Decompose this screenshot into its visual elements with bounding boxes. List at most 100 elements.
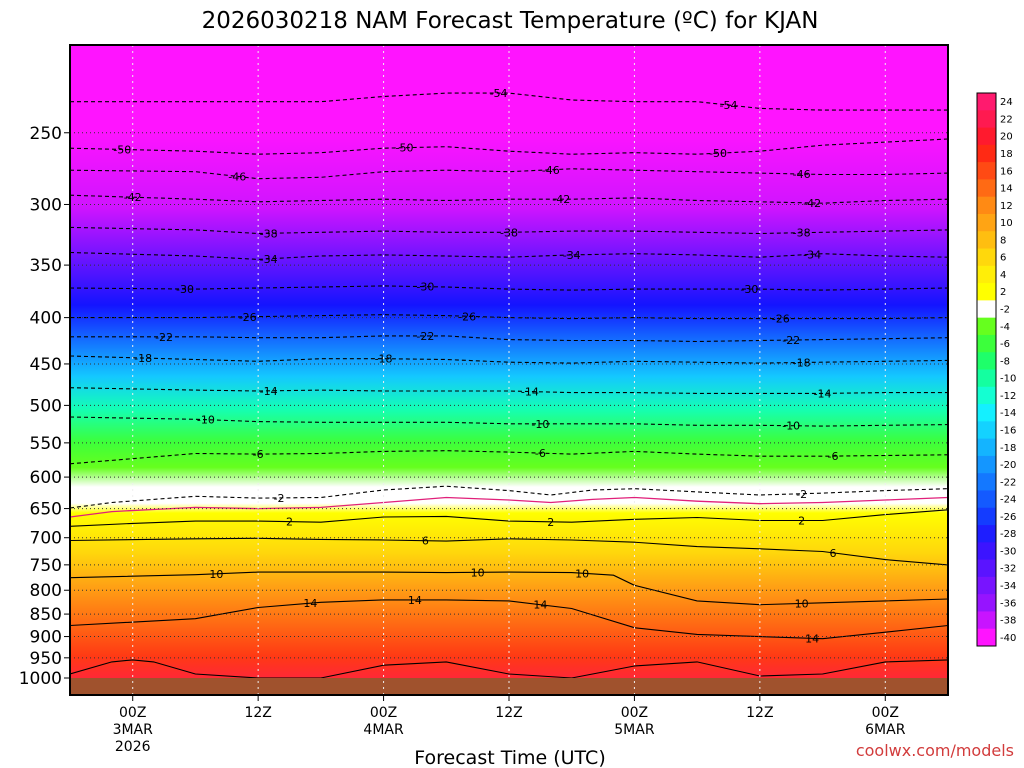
isotherm-m46 bbox=[70, 168, 948, 180]
x-tick-label: 00Z bbox=[872, 705, 899, 721]
plot-area: -54 -54 -50 -50 -50 -46 -46 -46 -42 -42 -42 -38 -38 -… bbox=[69, 44, 949, 696]
contour-label: -14 bbox=[260, 385, 278, 398]
pressure-axis: 250 300 350 400 450 500 550 600 650 700 750 800 850 9… bbox=[19, 124, 70, 689]
colorbar-label: -12 bbox=[1000, 391, 1016, 402]
colorbar-swatch bbox=[977, 300, 996, 319]
colorbar-label: -26 bbox=[1000, 512, 1016, 523]
contour-label: -50 bbox=[113, 143, 131, 156]
colorbar-label: -4 bbox=[1000, 322, 1010, 333]
contour-label: -30 bbox=[740, 283, 758, 296]
isotherm-m14 bbox=[70, 387, 948, 394]
contour-label: -38 bbox=[260, 227, 278, 240]
credit-text: coolwx.com/models bbox=[856, 741, 1014, 760]
contour-label: -10 bbox=[782, 420, 800, 433]
isotherm-m18 bbox=[70, 355, 948, 364]
isotherm-0 bbox=[70, 496, 948, 518]
contour-label: -26 bbox=[458, 310, 476, 323]
y-tick-label: 600 bbox=[30, 468, 62, 488]
colorbar-swatch bbox=[977, 352, 996, 370]
colorbar-label: -18 bbox=[1000, 443, 1016, 454]
contour-label: -50 bbox=[709, 147, 727, 160]
colorbar-swatch bbox=[977, 162, 996, 180]
colorbar-label: -20 bbox=[1000, 460, 1016, 471]
x-tick-label: 4MAR bbox=[363, 722, 404, 738]
contour-label: 10 bbox=[795, 597, 809, 610]
colorbar-label: -14 bbox=[1000, 408, 1016, 419]
y-tick-label: 250 bbox=[30, 124, 62, 144]
colorbar: 24 22 20 18 16 14 12 10 8 6 4 2 -2 -4 -6 -8 -10 -12 -14 -16… bbox=[976, 92, 1016, 647]
colorbar-swatch bbox=[977, 248, 996, 267]
y-tick-label: 700 bbox=[30, 529, 62, 549]
isotherm-2 bbox=[70, 509, 948, 527]
colorbar-swatch bbox=[977, 421, 996, 440]
colorbar-label: -24 bbox=[1000, 495, 1016, 506]
colorbar-label: -2 bbox=[1000, 305, 1010, 316]
contour-label: -54 bbox=[490, 87, 508, 100]
colorbar-swatch bbox=[977, 231, 996, 249]
colorbar-swatch bbox=[977, 127, 996, 146]
contour-label: -14 bbox=[521, 386, 539, 399]
isotherm-m30 bbox=[70, 285, 948, 291]
colorbar-label: 24 bbox=[1000, 97, 1013, 108]
ground-band bbox=[70, 678, 948, 695]
contour-label: -50 bbox=[395, 142, 413, 155]
colorbar-swatch bbox=[977, 179, 996, 198]
colorbar-label: -8 bbox=[1000, 356, 1010, 367]
contour-label: 10 bbox=[575, 567, 589, 580]
colorbar-swatch bbox=[977, 542, 996, 560]
isotherm-m2 bbox=[70, 485, 948, 509]
colorbar-label: 18 bbox=[1000, 149, 1013, 160]
contour-label: 14 bbox=[805, 632, 819, 645]
x-tick-label: 00Z bbox=[370, 705, 397, 721]
y-tick-label: 350 bbox=[30, 256, 62, 276]
isotherm-m50 bbox=[70, 138, 948, 155]
contour-label: -30 bbox=[176, 283, 194, 296]
isotherm-m22 bbox=[70, 335, 948, 343]
chart-title: 2026030218 NAM Forecast Temperature (ºC)… bbox=[202, 8, 819, 34]
colorbar-swatch bbox=[977, 490, 996, 509]
contour-label: -38 bbox=[793, 227, 811, 240]
colorbar-swatch bbox=[977, 404, 996, 422]
isotherm-m6 bbox=[70, 450, 948, 465]
y-tick-label: 750 bbox=[30, 556, 62, 576]
colorbar-label: -36 bbox=[1000, 598, 1016, 609]
contour-label: -54 bbox=[720, 99, 738, 112]
isotherm-6 bbox=[70, 537, 948, 566]
colorbar-label: -28 bbox=[1000, 529, 1016, 540]
colorbar-label: 2 bbox=[1000, 287, 1006, 298]
contour-label: -6 bbox=[253, 448, 264, 461]
contour-label: 2 bbox=[286, 516, 293, 529]
colorbar-swatch bbox=[977, 455, 996, 474]
colorbar-swatch bbox=[977, 438, 996, 457]
colorbar-swatch bbox=[977, 559, 996, 578]
colorbar-swatch bbox=[977, 628, 996, 647]
colorbar-swatch bbox=[977, 386, 996, 405]
y-tick-label: 500 bbox=[30, 396, 62, 416]
colorbar-label: -38 bbox=[1000, 616, 1016, 627]
colorbar-swatch bbox=[977, 144, 996, 163]
contour-label: -26 bbox=[772, 313, 790, 326]
x-tick-label: 12Z bbox=[746, 705, 773, 721]
isotherm-m26 bbox=[70, 314, 948, 320]
contour-label: -42 bbox=[552, 193, 570, 206]
x-tick-label: 12Z bbox=[495, 705, 522, 721]
contour-label: -42 bbox=[803, 197, 821, 210]
y-tick-label: 950 bbox=[30, 649, 62, 669]
y-tick-label: 1000 bbox=[19, 669, 62, 689]
colorbar-swatch bbox=[977, 334, 996, 353]
colorbar-swatch bbox=[977, 611, 996, 630]
contour-label: 14 bbox=[408, 594, 422, 607]
contour-label: -10 bbox=[197, 414, 215, 427]
colorbar-swatch bbox=[977, 265, 996, 284]
colorbar-label: 14 bbox=[1000, 184, 1013, 195]
colorbar-label: 16 bbox=[1000, 166, 1013, 177]
contour-label: -46 bbox=[793, 168, 811, 181]
x-tick-label: 00Z bbox=[119, 705, 146, 721]
contour-label: -42 bbox=[124, 191, 142, 204]
contour-label: 6 bbox=[830, 547, 837, 560]
colorbar-swatch bbox=[977, 507, 996, 526]
colorbar-label: -22 bbox=[1000, 477, 1016, 488]
contour-label: -10 bbox=[531, 418, 549, 431]
y-tick-label: 300 bbox=[30, 195, 62, 215]
contour-label: -38 bbox=[500, 226, 518, 239]
